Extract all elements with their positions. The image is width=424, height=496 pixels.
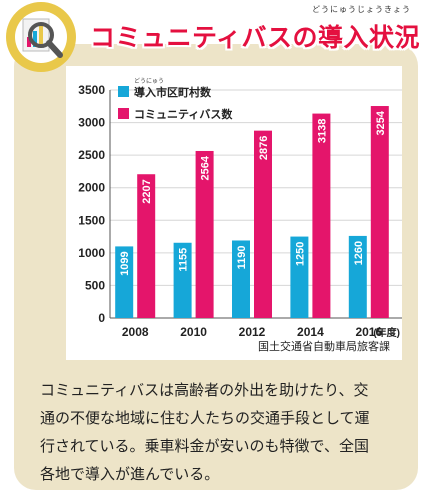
y-tick-label: 1500 (78, 213, 105, 227)
header: どうにゅうじょうきょう コミュニティバスの導入状況 (0, 0, 424, 80)
bar-value-label: 1155 (178, 248, 190, 272)
bar-value-label: 3138 (316, 119, 328, 143)
magnifier-chart-icon (6, 2, 76, 72)
bar-municipalities (290, 236, 309, 318)
y-tick-label: 3500 (78, 83, 105, 97)
bar-community-bus (137, 174, 156, 318)
bar-value-label: 1190 (236, 245, 248, 269)
description-line: 通の不便な地域に住む人たちの交通手段として運 (40, 409, 370, 427)
bar-chart: 0 500 1000 1500 2000 2500 3000 3500 1099 2207 2008… (78, 77, 402, 339)
y-tick-label: 0 (98, 311, 105, 325)
bar-value-label: 2207 (141, 179, 153, 203)
x-tick-label: 2016 (355, 325, 382, 339)
title-ruby: どうにゅうじょうきょう (312, 5, 411, 14)
bar-community-bus (312, 113, 331, 318)
bar-value-label: 2564 (200, 155, 212, 180)
y-tick-label: 3000 (78, 116, 105, 130)
description-line: 行されている。乗車料金が安いのも特徴で、全国 (40, 437, 369, 455)
bar-municipalities (173, 242, 192, 318)
legend-label: コミュニティバス数 (134, 107, 233, 121)
bar-value-label: 2876 (258, 136, 270, 160)
x-tick-label: 2014 (297, 325, 324, 339)
bar-municipalities (115, 246, 134, 318)
source-note: 国土交通省自動車局旅客課 (258, 340, 390, 353)
bar-value-label: 1250 (294, 242, 306, 266)
chart-panel: 0 500 1000 1500 2000 2500 3000 3500 1099 2207 2008… (66, 66, 402, 360)
page-title: コミュニティバスの導入状況 (90, 23, 421, 52)
legend-swatch (118, 86, 129, 97)
y-tick-label: 1000 (78, 246, 105, 260)
legend-label: 導入市区町村数 (134, 85, 212, 99)
bar-municipalities (232, 240, 250, 318)
bar-community-bus (254, 130, 272, 318)
x-tick-label: 2012 (239, 325, 266, 339)
x-tick-label: 2008 (122, 325, 149, 339)
description-line: 各地で導入が進んでいる。 (40, 465, 220, 483)
y-tick-label: 2500 (78, 148, 105, 162)
bar-value-label: 1260 (353, 241, 365, 265)
bar-community-bus (370, 106, 389, 318)
bar-municipalities (348, 235, 367, 318)
bar-value-label: 3254 (375, 110, 387, 135)
bar-community-bus (195, 150, 214, 318)
y-tick-label: 500 (85, 278, 105, 292)
x-tick-label: 2010 (180, 325, 207, 339)
description: コミュニティバスは高齢者の外出を助けたり、交 通の不便な地域に住む人たちの交通手… (40, 376, 406, 488)
legend-ruby: どうにゅう (134, 77, 164, 85)
bar-value-label: 1099 (119, 251, 131, 275)
x-unit-label: (年度) (373, 326, 400, 339)
description-line: コミュニティバスは高齢者の外出を助けたり、交 (40, 381, 369, 399)
y-tick-label: 2000 (78, 181, 105, 195)
legend-swatch (118, 108, 129, 119)
